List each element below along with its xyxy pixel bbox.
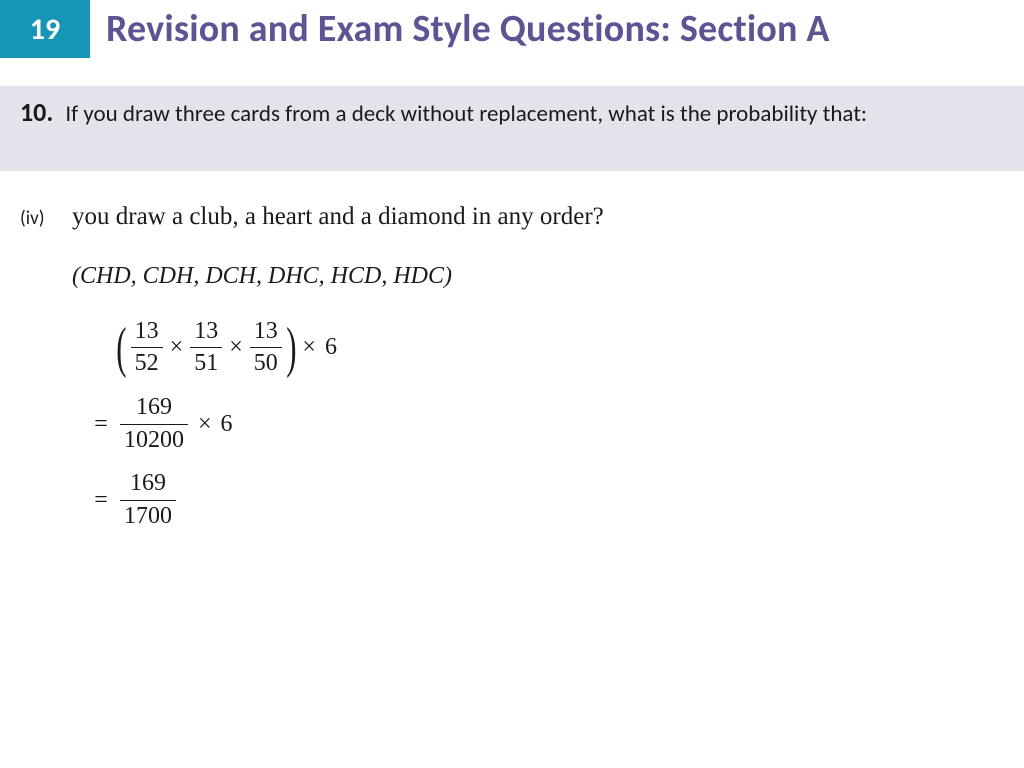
part-text: you draw a club, a heart and a diamond i…	[72, 203, 604, 231]
math-line-2: = 169 10200 × 6	[86, 394, 1024, 454]
multiplier: 6	[221, 411, 233, 438]
equals-sign: =	[86, 411, 116, 438]
chapter-badge: 19	[0, 0, 90, 58]
fraction-3: 13 50	[250, 318, 282, 378]
fraction-result-1: 169 10200	[120, 394, 188, 454]
times-symbol: ×	[229, 334, 243, 361]
question-number: 10.	[20, 98, 53, 127]
permutations-list: (CHD, CDH, DCH, DHC, HCD, HDC)	[72, 263, 1024, 290]
equals-sign: =	[86, 487, 116, 514]
times-symbol: ×	[170, 334, 184, 361]
multiplier: 6	[325, 334, 337, 361]
math-block: ( 13 52 × 13 51 × 13 50 ) × 6 =	[86, 318, 1024, 531]
chapter-number: 19	[30, 11, 60, 48]
open-paren: (	[116, 323, 126, 373]
paren-group: ( 13 52 × 13 51 × 13 50 )	[116, 318, 296, 378]
fraction-result-2: 169 1700	[120, 470, 176, 530]
times-symbol: ×	[198, 411, 212, 438]
fraction-2: 13 51	[190, 318, 222, 378]
math-line-3: = 169 1700	[86, 470, 1024, 530]
close-paren: )	[286, 323, 296, 373]
header-row: 19 Revision and Exam Style Questions: Se…	[0, 0, 1024, 58]
fraction-1: 13 52	[131, 318, 163, 378]
question-text: If you draw three cards from a deck with…	[65, 98, 867, 129]
part-label: (iv)	[20, 203, 72, 231]
times-symbol: ×	[302, 334, 316, 361]
page-title: Revision and Exam Style Questions: Secti…	[106, 6, 830, 52]
question-bar: 10. If you draw three cards from a deck …	[0, 86, 1024, 171]
math-line-1: ( 13 52 × 13 51 × 13 50 ) × 6	[86, 318, 1024, 378]
part-row: (iv) you draw a club, a heart and a diam…	[0, 203, 1024, 231]
